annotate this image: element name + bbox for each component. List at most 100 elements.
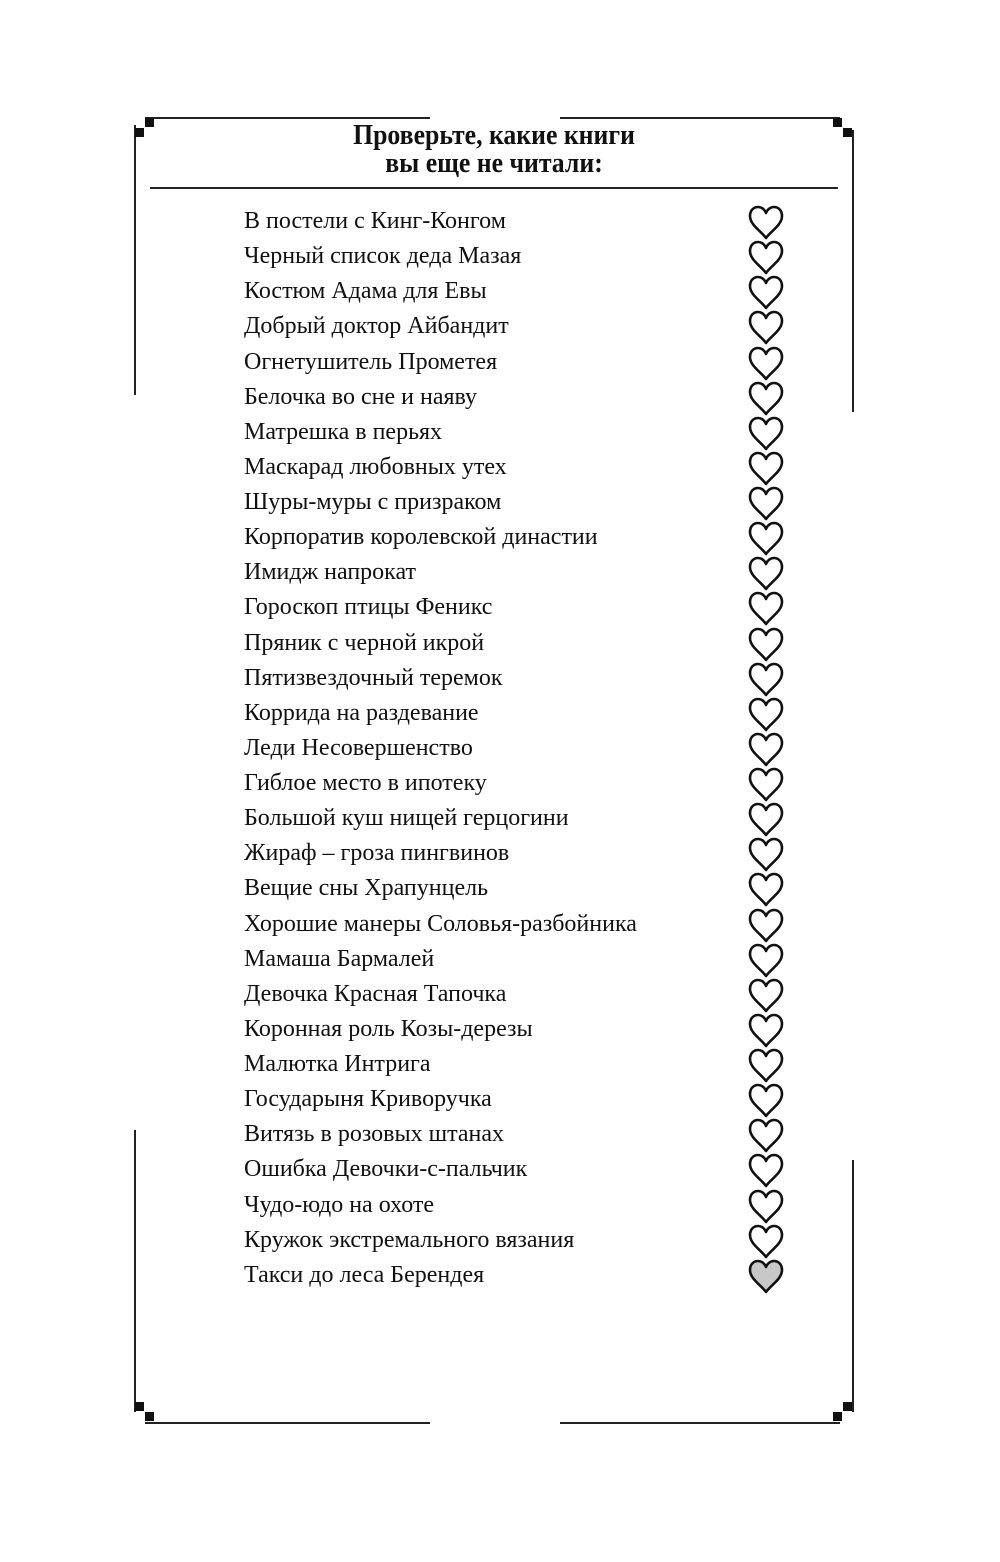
corner-ornament <box>843 1402 852 1411</box>
frame-left-top <box>134 125 136 395</box>
heart-outline-icon <box>748 662 784 696</box>
book-list-item: Черный список деда Мазая <box>244 240 804 275</box>
book-list-item: Добрый доктор Айбандит <box>244 310 804 345</box>
heart-outline-icon <box>748 275 784 310</box>
book-title: Большой куш нищей герцогини <box>244 805 569 832</box>
corner-ornament <box>135 128 144 137</box>
book-list-item: Костюм Адама для Евы <box>244 275 804 310</box>
book-list-item: Корпоратив королевской династии <box>244 521 804 556</box>
corner-ornament <box>145 118 154 127</box>
book-list-item: Такси до леса Берендея <box>244 1259 804 1294</box>
heart-outline-icon <box>748 592 784 626</box>
book-list-item: Маскарад любовных утех <box>244 451 804 486</box>
book-list-item: Большой куш нищей герцогини <box>244 802 804 837</box>
title-line-2: вы еще не читали: <box>385 148 603 179</box>
book-title: Гиблое место в ипотеку <box>244 770 487 796</box>
book-title: Добрый доктор Айбандит <box>244 313 509 340</box>
book-title: Белочка во сне и наяву <box>244 383 478 410</box>
book-title: Ошибка Девочки-с-пальчик <box>244 1156 528 1183</box>
frame-left-bottom <box>134 1130 136 1412</box>
book-title: Пятизвездочный теремок <box>244 664 503 691</box>
heart-outline-icon <box>748 627 784 661</box>
book-list-item: Гороскоп птицы Феникс <box>244 591 804 626</box>
frame-bottom-right <box>560 1422 840 1424</box>
heart-outline-icon <box>748 943 784 977</box>
frame-top-right <box>560 117 840 119</box>
book-list-item: Кружок экстремального вязания <box>244 1224 804 1259</box>
heart-outline-icon <box>748 908 784 942</box>
book-title: Пряник с черной икрой <box>244 629 485 656</box>
book-list-item: Шуры-муры с призраком <box>244 486 804 521</box>
book-list: В постели с Кинг-Конгом Черный список дед… <box>244 205 804 1294</box>
book-title: Шуры-муры с призраком <box>244 489 502 515</box>
book-list-item: Белочка во сне и наяву <box>244 381 804 416</box>
book-title: Витязь в розовых штанах <box>244 1121 505 1148</box>
book-list-item: Ошибка Девочки-с-пальчик <box>244 1153 804 1188</box>
book-title: Имидж напрокат <box>244 559 416 586</box>
book-list-item: Коронная роль Козы-дерезы <box>244 1013 804 1048</box>
heart-outline-icon <box>748 311 784 345</box>
book-title: Коронная роль Козы-дерезы <box>244 1015 533 1042</box>
book-list-item: Вещие сны Храпунцель <box>244 872 804 907</box>
book-title: Чудо-юдо на охоте <box>244 1191 435 1218</box>
book-title: В постели с Кинг-Конгом <box>244 208 506 234</box>
corner-ornament <box>833 1412 842 1421</box>
corner-ornament <box>145 1412 154 1421</box>
book-list-item: Хорошие манеры Соловья-разбойника <box>244 908 804 943</box>
title-line-1: Проверьте, какие книги <box>353 120 635 151</box>
book-title: Маскарад любовных утех <box>244 453 507 480</box>
book-title: Коррида на раздевание <box>244 699 479 726</box>
book-title: Хорошие манеры Соловья-разбойника <box>244 910 637 937</box>
book-title: Вещие сны Храпунцель <box>244 875 489 902</box>
title-rule <box>150 187 838 189</box>
heart-outline-icon <box>748 732 784 767</box>
heart-outline-icon <box>748 451 784 486</box>
book-title: Гороскоп птицы Феникс <box>244 594 493 621</box>
frame-right-top <box>852 130 854 412</box>
book-list-item: Гиблое место в ипотеку <box>244 767 804 802</box>
book-title: Кружок экстремального вязания <box>244 1226 575 1253</box>
heart-outline-icon <box>748 1118 784 1153</box>
heart-outline-icon <box>748 346 784 380</box>
book-list-item: Государыня Криворучка <box>244 1083 804 1118</box>
corner-ornament <box>843 128 852 137</box>
heart-outline-icon <box>748 205 784 240</box>
book-list-item: Девочка Красная Тапочка <box>244 978 804 1013</box>
book-list-item: Мамаша Бармалей <box>244 943 804 978</box>
book-title: Государыня Криворучка <box>244 1086 492 1113</box>
book-title: Девочка Красная Тапочка <box>244 980 507 1007</box>
book-list-item: Пятизвездочный теремок <box>244 662 804 697</box>
book-list-item: Имидж напрокат <box>244 556 804 591</box>
book-list-item: Матрешка в перьях <box>244 416 804 451</box>
heart-outline-icon <box>748 1083 784 1118</box>
book-list-item: Леди Несовершенство <box>244 732 804 767</box>
corner-ornament <box>135 1402 144 1411</box>
book-list-item: Витязь в розовых штанах <box>244 1118 804 1153</box>
book-list-item: Жираф – гроза пингвинов <box>244 837 804 872</box>
book-title: Огнетушитель Прометея <box>244 348 498 375</box>
book-list-item: В постели с Кинг-Конгом <box>244 205 804 240</box>
book-title: Мамаша Бармалей <box>244 945 435 972</box>
heart-outline-icon <box>748 697 784 732</box>
book-list-item: Пряник с черной икрой <box>244 627 804 662</box>
heart-filled-icon <box>748 1259 784 1294</box>
book-list-item: Чудо-юдо на охоте <box>244 1189 804 1224</box>
book-title: Малютка Интрига <box>244 1051 431 1077</box>
heart-outline-icon <box>748 486 784 521</box>
heart-outline-icon <box>748 521 784 556</box>
heart-outline-icon <box>748 873 784 907</box>
heart-outline-icon <box>748 837 784 872</box>
heart-outline-icon <box>748 240 784 275</box>
book-list-item: Малютка Интрига <box>244 1048 804 1083</box>
heart-outline-icon <box>748 556 784 591</box>
frame-top-left <box>145 117 430 119</box>
book-title: Матрешка в перьях <box>244 418 443 445</box>
frame-right-bottom <box>852 1160 854 1412</box>
book-title: Корпоратив королевской династии <box>244 524 598 551</box>
heart-outline-icon <box>748 381 784 415</box>
heart-outline-icon <box>748 1224 784 1258</box>
book-title: Костюм Адама для Евы <box>244 278 487 305</box>
page-title: Проверьте, какие книги вы еще не читали: <box>178 122 811 178</box>
heart-outline-icon <box>748 978 784 1013</box>
book-list-item: Огнетушитель Прометея <box>244 346 804 381</box>
